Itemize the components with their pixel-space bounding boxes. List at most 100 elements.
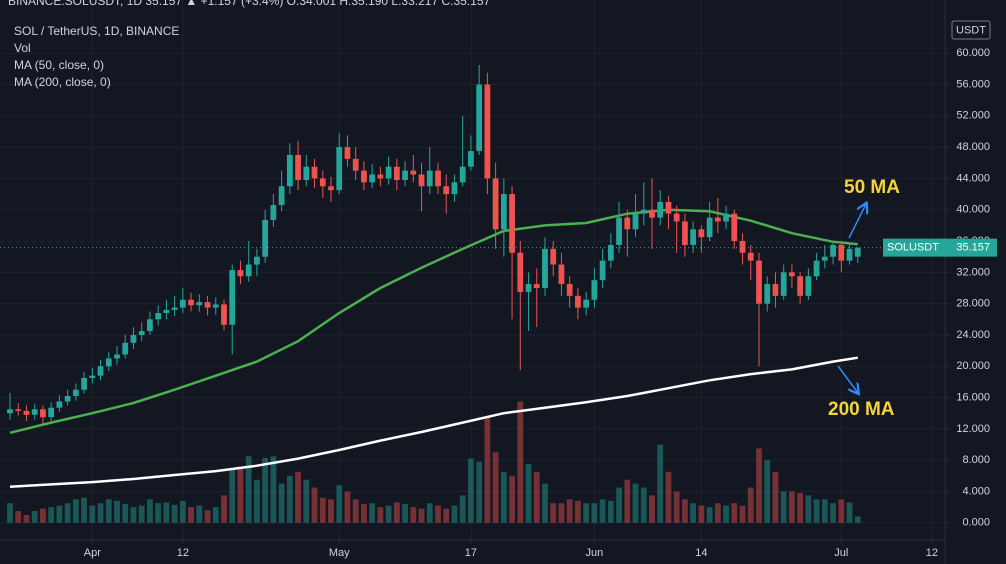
candle-body [673, 213, 680, 222]
volume-bar [188, 507, 194, 523]
volume-bar [830, 503, 836, 523]
candle-body [599, 260, 606, 281]
x-tick-label: 14 [695, 547, 707, 559]
candle-body [698, 229, 705, 238]
candle-body [163, 309, 170, 314]
volume-bar [764, 460, 771, 523]
grid [0, 0, 945, 540]
volume-bar [682, 499, 688, 523]
candle-body [270, 205, 277, 220]
candle-body [805, 276, 812, 296]
candle-body [583, 299, 590, 308]
candle-body [509, 194, 515, 253]
candle-body [410, 170, 417, 175]
volume-bar [459, 495, 466, 523]
currency[interactable]: USDT [956, 24, 986, 36]
arrow [848, 204, 866, 239]
candle-body [89, 375, 96, 378]
candle-body [229, 270, 236, 325]
volume-bar [533, 471, 540, 523]
candle-body [780, 272, 787, 296]
volume-bar [797, 493, 804, 523]
volume-bar [492, 452, 499, 523]
candle-body [426, 170, 433, 187]
candle-body [747, 252, 754, 261]
volume-bar [599, 499, 606, 523]
annotation: 200 MA [828, 399, 895, 420]
y-tick-label: 48.000 [956, 141, 990, 153]
volume-bar [772, 471, 779, 523]
candle-body [500, 194, 507, 230]
volume-bar [319, 497, 326, 523]
ma-line [9, 356, 858, 489]
volume-bar [130, 507, 137, 523]
candle-body [476, 84, 483, 152]
candle-body [682, 221, 688, 245]
volume-bar [147, 499, 153, 523]
volume-bar [821, 499, 828, 523]
candle-body [607, 244, 614, 261]
candle-body [640, 209, 647, 214]
candle-body [23, 410, 30, 415]
volume-bar [756, 448, 762, 523]
candle-body [690, 229, 697, 245]
x-tick-label: Jul [834, 547, 848, 559]
candle-body [797, 276, 804, 296]
candle-body [492, 178, 499, 230]
volume-bar [328, 499, 334, 523]
candle-body [138, 331, 145, 335]
candle-body [311, 166, 318, 179]
candle-body [97, 366, 104, 376]
candle-body [40, 409, 46, 418]
candle-body [130, 334, 137, 343]
candle-body [48, 407, 55, 418]
volume-bar [846, 502, 853, 523]
currency-box[interactable] [951, 20, 991, 40]
volume-bar [138, 505, 145, 523]
volume-bar [254, 479, 260, 523]
candle-body [468, 151, 474, 167]
volume-bar [789, 491, 795, 523]
volume-bar [155, 503, 162, 523]
candle-body [789, 272, 795, 277]
candle-body [114, 354, 120, 359]
arrow [837, 365, 858, 393]
volume-bar [706, 507, 713, 523]
candle-body [591, 280, 598, 300]
candle-body [632, 213, 639, 230]
volume-bar [221, 495, 227, 523]
volume-bar [344, 491, 351, 523]
candle-body [221, 304, 227, 325]
candle-body [575, 295, 581, 308]
candle-body [171, 307, 178, 310]
volume-bar [591, 503, 598, 523]
volume-bar [72, 499, 79, 523]
volume-bar [163, 502, 170, 523]
volume-bar [649, 495, 655, 523]
y-tick-label: 56.000 [956, 78, 990, 90]
candle-body [179, 299, 186, 308]
volume-bar [369, 503, 376, 523]
x-tick-label: Apr [84, 547, 101, 559]
volume-bar [204, 510, 211, 523]
volume-bar [780, 491, 787, 523]
y-tick-label: 60.000 [956, 47, 990, 59]
candle-body [706, 217, 713, 238]
candle-body [649, 209, 655, 218]
candle-body [756, 260, 762, 304]
volume-bar [311, 487, 318, 523]
y-tick-label: 12.000 [956, 423, 990, 435]
volume-bar [805, 495, 812, 523]
volume-bar [229, 469, 236, 523]
candle-body [714, 217, 721, 222]
volume-bar [476, 461, 483, 523]
volume-bar [468, 458, 474, 523]
candle-body [352, 158, 359, 171]
volume-bar [48, 507, 55, 523]
candle-body [204, 302, 211, 308]
candle-body [657, 201, 664, 218]
volume-bar [336, 485, 343, 523]
candle-body [813, 260, 820, 277]
candle-body [558, 264, 565, 285]
